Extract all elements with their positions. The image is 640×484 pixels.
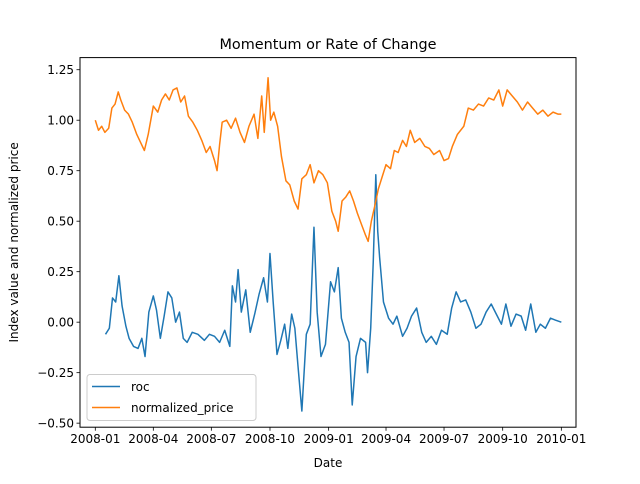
x-tick-label: 2009-10 — [478, 432, 528, 446]
y-tick-label: 0.75 — [47, 164, 74, 178]
axes-frame — [79, 57, 577, 428]
y-tick-label: 0.00 — [47, 315, 74, 329]
x-tick-label: 2008-10 — [245, 432, 295, 446]
plot-area — [94, 77, 562, 412]
x-tick-label: 2008-04 — [128, 432, 178, 446]
x-tick-label: 2009-07 — [419, 432, 469, 446]
legend-label: roc — [131, 380, 150, 394]
y-tick-label: 1.00 — [47, 113, 74, 127]
y-axis-label: Index value and normalized price — [7, 142, 21, 342]
series-line-roc — [104, 173, 562, 412]
x-tick-label: 2010-01 — [536, 432, 586, 446]
x-tick-label: 2009-04 — [361, 432, 411, 446]
y-tick-label: 0.50 — [47, 214, 74, 228]
series-line-normalized-price — [94, 77, 562, 243]
x-axis-label: Date — [314, 456, 343, 470]
legend-box — [86, 374, 257, 421]
y-tick-label: −0.50 — [37, 416, 74, 430]
y-tick-label: 0.25 — [47, 265, 74, 279]
legend: roc normalized_price — [86, 374, 257, 421]
y-tick-label: −0.25 — [37, 366, 74, 380]
y-tick-label: 1.25 — [47, 63, 74, 77]
x-tick-label: 2008-01 — [70, 432, 120, 446]
legend-label: normalized_price — [131, 401, 234, 415]
x-tick-label: 2008-07 — [186, 432, 236, 446]
x-axis: 2008-01 2008-04 2008-07 2008-10 2009-01 2009-… — [70, 427, 586, 446]
y-axis: −0.50 −0.25 0.00 0.25 0.50 0.75 1.00 1.25 — [37, 63, 80, 430]
x-tick-label: 2009-01 — [304, 432, 354, 446]
chart-title: Momentum or Rate of Change — [220, 37, 437, 53]
